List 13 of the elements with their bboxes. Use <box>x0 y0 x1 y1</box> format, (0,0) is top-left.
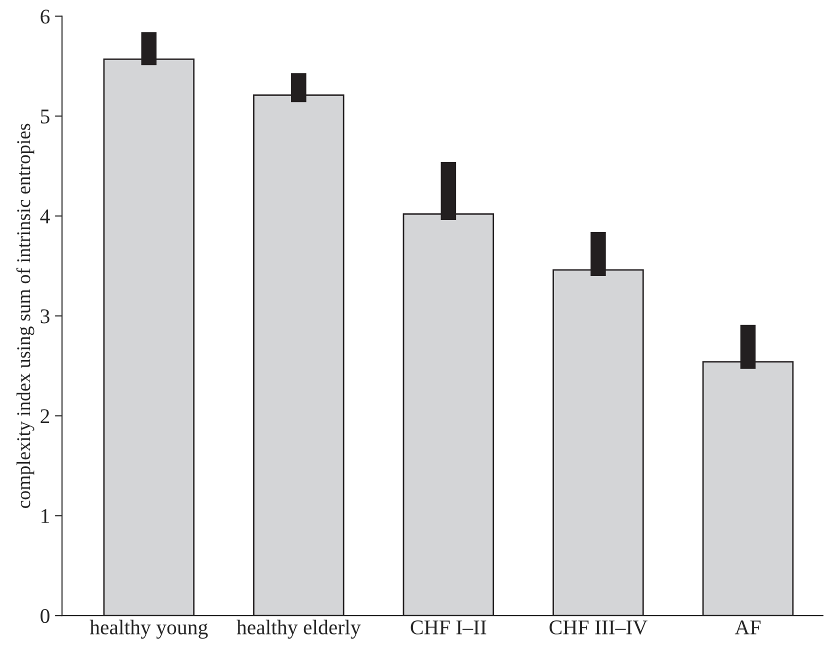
y-axis-title: complexity index using sum of intrinsic entropies <box>16 124 34 508</box>
y-tick-label: 5 <box>41 110 50 124</box>
y-tick-label: 2 <box>40 409 50 424</box>
y-tick-label: 1 <box>42 509 49 523</box>
x-tick-label: AF <box>734 620 761 634</box>
y-tick-label: 0 <box>40 608 50 624</box>
x-tick-label: healthy elderly <box>236 620 361 639</box>
y-tick-label: 6 <box>40 10 50 24</box>
x-tick-label: healthy young <box>90 620 208 639</box>
x-tick-label: CHF I–II <box>410 620 486 634</box>
y-tick-label: 4 <box>40 210 50 224</box>
x-tick-label: CHF III–IV <box>550 620 648 635</box>
y-tick-label: 3 <box>40 309 50 324</box>
